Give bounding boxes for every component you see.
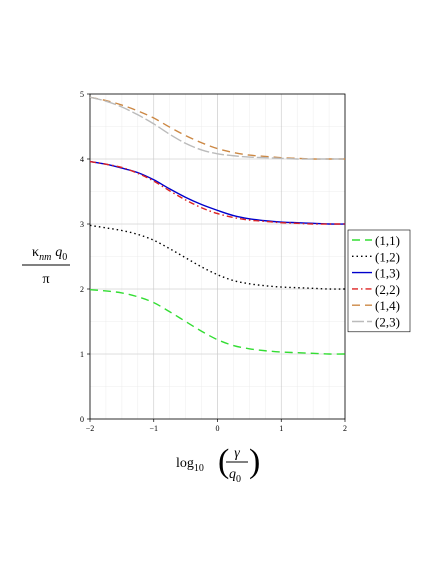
legend-box bbox=[347, 229, 411, 333]
y-label-sub: nm bbox=[39, 252, 51, 263]
x-tick-label: 1 bbox=[279, 424, 283, 433]
x-label-log: log bbox=[176, 456, 194, 471]
legend-label: (1,4) bbox=[375, 298, 400, 313]
y-tick-label: 4 bbox=[80, 155, 84, 164]
x-label-right-paren: ) bbox=[249, 443, 260, 480]
x-label-log-sub: 10 bbox=[194, 463, 204, 474]
y-label-q-sub: 0 bbox=[62, 252, 67, 263]
y-tick-label: 3 bbox=[80, 220, 84, 229]
x-label-left-paren: ( bbox=[218, 443, 229, 480]
y-label-q: q bbox=[55, 245, 62, 260]
y-tick-label: 0 bbox=[80, 415, 84, 424]
legend: (1,1)(1,2) (1,3)(2,2)(1,4) (2,3) bbox=[347, 229, 411, 333]
y-axis-label: κnm q0 π bbox=[22, 245, 70, 287]
y-label-denominator: π bbox=[42, 272, 49, 287]
y-label-symbol: κ bbox=[32, 245, 39, 260]
y-tick-label: 1 bbox=[80, 350, 84, 359]
svg-text:q0: q0 bbox=[229, 467, 241, 485]
series-line-1-1 bbox=[89, 288, 346, 355]
legend-label: (2,3) bbox=[375, 315, 400, 330]
series bbox=[89, 96, 346, 355]
x-label-denominator-sub: 0 bbox=[236, 474, 241, 485]
x-tick-label: −1 bbox=[149, 424, 158, 433]
x-axis-label: log10 ( γ q0 ) bbox=[176, 443, 260, 485]
legend-label: (1,3) bbox=[375, 266, 400, 281]
x-tick-label: 2 bbox=[343, 424, 347, 433]
grid bbox=[89, 93, 346, 420]
x-tick-label: −2 bbox=[86, 424, 95, 433]
legend-label: (2,2) bbox=[375, 282, 400, 297]
y-tick-label: 5 bbox=[80, 90, 84, 99]
series-line-2-3 bbox=[89, 96, 345, 160]
x-label-denominator: q bbox=[229, 467, 236, 482]
series-line-2-2 bbox=[89, 160, 345, 225]
axis-ticks: −2 −1 0 1 2 0 1 2 3 4 5 bbox=[80, 90, 347, 433]
x-label-numerator: γ bbox=[234, 446, 240, 461]
x-tick-label: 0 bbox=[216, 424, 220, 433]
y-tick-label: 2 bbox=[80, 285, 84, 294]
legend-label: (1,1) bbox=[375, 233, 400, 248]
legend-label: (1,2) bbox=[375, 249, 400, 264]
svg-text:log10: log10 bbox=[176, 456, 204, 474]
